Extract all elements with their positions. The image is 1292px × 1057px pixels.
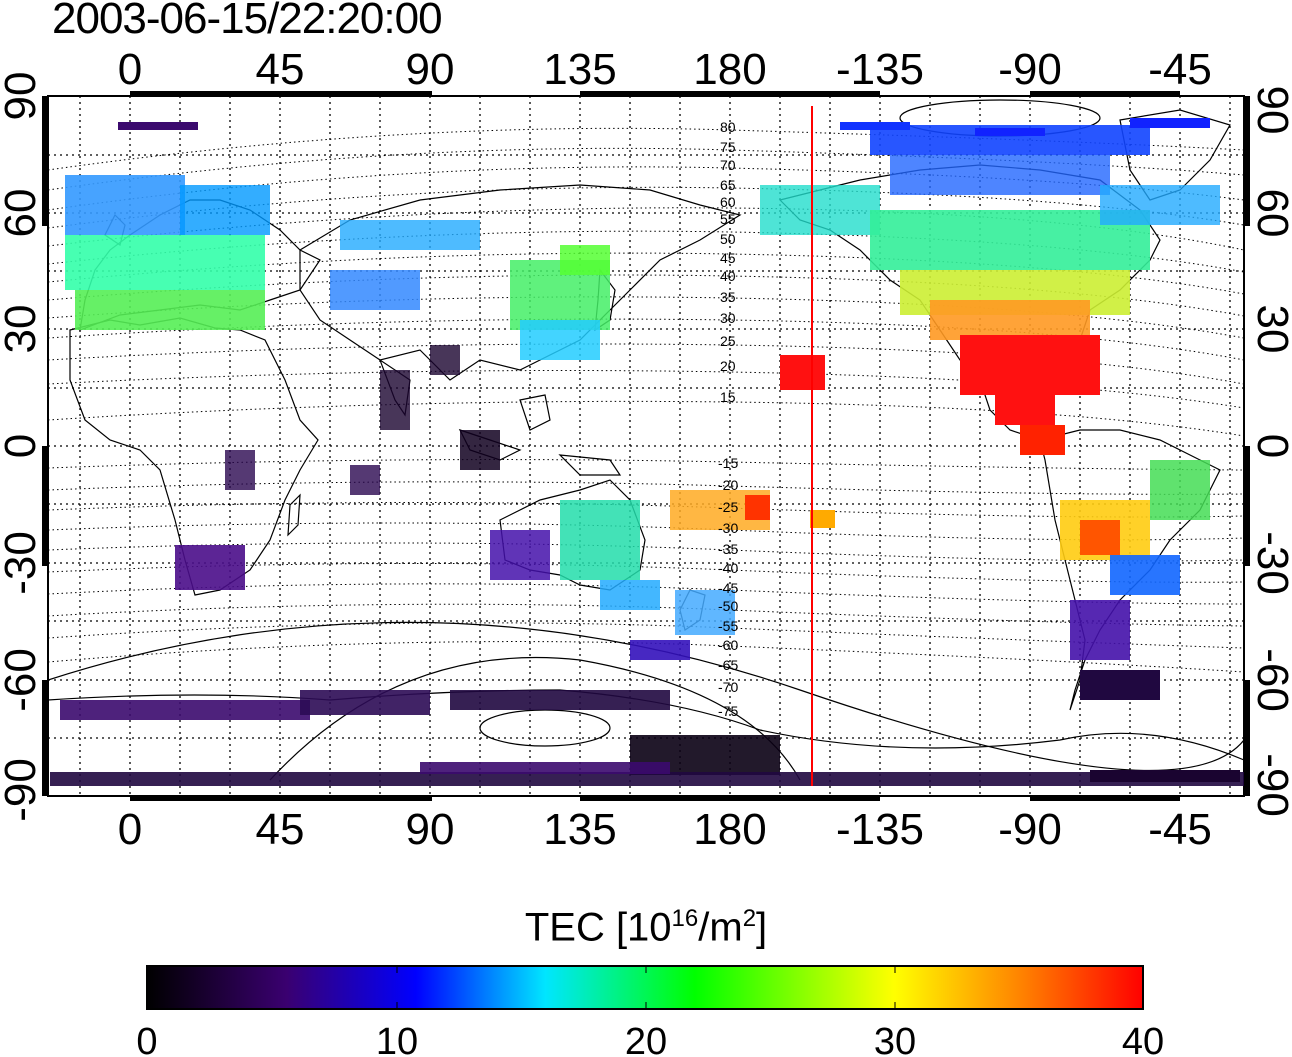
lat-tick-label: 30 — [1248, 305, 1292, 354]
lon-tick-label: -45 — [1148, 805, 1212, 854]
contour-labels-north: 80 75 70 65 60 55 50 45 40 35 30 25 20 1… — [720, 119, 736, 405]
contour-label: 80 — [720, 119, 736, 135]
lat-tick-label: 60 — [1248, 189, 1292, 238]
lon-tick-label: 90 — [406, 45, 455, 94]
contour-label: -15 — [718, 455, 738, 471]
lat-tick-label: 60 — [0, 189, 45, 238]
contour-label: 45 — [720, 250, 736, 266]
colorbar-tick-label: 10 — [376, 1021, 418, 1057]
lon-ticks-bottom: 0 45 90 135 180 -135 -90 -45 — [118, 805, 1212, 854]
lon-tick-label: 45 — [256, 45, 305, 94]
colorbar-title-prefix: TEC [10 — [524, 905, 672, 950]
lat-tick-label: 0 — [1248, 434, 1292, 458]
contour-label: 25 — [720, 333, 736, 349]
lat-tick-label: 0 — [0, 434, 45, 458]
contour-label: 70 — [720, 157, 736, 173]
lat-tick-label: -60 — [1248, 648, 1292, 712]
lat-tick-label: -90 — [0, 758, 45, 822]
contour-label: 35 — [720, 289, 736, 305]
contour-label: 30 — [720, 310, 736, 326]
lon-tick-label: 135 — [543, 805, 616, 854]
lat-tick-label: 30 — [0, 305, 45, 354]
axis-bars — [42, 91, 1250, 801]
lat-tick-label: -90 — [1248, 753, 1292, 817]
colorbar-title-unit: /m — [698, 905, 743, 950]
colorbar-title-unit-exponent: 2 — [742, 905, 757, 932]
lon-tick-label: 90 — [406, 805, 455, 854]
lat-tick-label: -60 — [0, 648, 45, 712]
contour-labels-south: -15 -20 -25 -30 -35 -40 -45 -50 -55 -60 … — [718, 455, 738, 719]
contour-label: -35 — [718, 541, 738, 557]
map-timestamp-title: 2003-06-15/22:20:00 — [52, 0, 443, 43]
colorbar-title: TEC [1016/m2] — [0, 905, 1292, 950]
colorbar-minor-ticks — [396, 966, 896, 1009]
lon-tick-label: 45 — [256, 805, 305, 854]
colorbar-tick-label: 20 — [625, 1021, 667, 1057]
contour-label: 40 — [720, 268, 736, 284]
lat-tick-label: 90 — [1248, 86, 1292, 135]
contour-label: -60 — [718, 637, 738, 653]
lon-tick-label: -135 — [836, 45, 924, 94]
lon-tick-label: 180 — [693, 805, 766, 854]
contour-label: -75 — [718, 703, 738, 719]
lat-ticks-left: 90 60 30 0 -30 -60 -90 — [0, 72, 45, 822]
lat-tick-label: 90 — [0, 72, 45, 121]
lon-ticks-top: 0 45 90 135 180 -135 -90 -45 — [118, 45, 1212, 94]
lon-tick-label: -135 — [836, 805, 924, 854]
lat-tick-label: -30 — [1248, 531, 1292, 595]
contour-label: -70 — [718, 679, 738, 695]
lat-tick-label: -30 — [0, 531, 45, 595]
lon-tick-label: -90 — [998, 805, 1062, 854]
colorbar-tick-label: 40 — [1122, 1021, 1164, 1057]
colorbar-tick-labels: 0 10 20 30 40 — [136, 1021, 1164, 1057]
lon-tick-label: -90 — [998, 45, 1062, 94]
contour-label: -65 — [718, 657, 738, 673]
contour-label: -20 — [718, 477, 738, 493]
contour-label: 55 — [720, 211, 736, 227]
tec-colorbar — [146, 965, 1144, 1010]
contour-label: 60 — [720, 194, 736, 210]
contour-label: -50 — [718, 598, 738, 614]
lon-tick-label: 180 — [693, 45, 766, 94]
lat-ticks-right: 90 60 30 0 -30 -60 -90 — [1248, 86, 1292, 817]
colorbar-title-exponent: 16 — [671, 905, 699, 932]
contour-label: -25 — [718, 499, 738, 515]
lon-tick-label: -45 — [1148, 45, 1212, 94]
contour-label: 20 — [720, 358, 736, 374]
contour-label: -30 — [718, 520, 738, 536]
contour-label: 65 — [720, 177, 736, 193]
contour-label: -45 — [718, 580, 738, 596]
contour-label: 15 — [720, 389, 736, 405]
contour-label: -40 — [718, 560, 738, 576]
lon-tick-label: 135 — [543, 45, 616, 94]
contour-label: 50 — [720, 231, 736, 247]
lon-tick-label: 0 — [118, 805, 142, 854]
lon-tick-label: 0 — [118, 45, 142, 94]
colorbar-tick-label: 0 — [136, 1021, 157, 1057]
colorbar-title-suffix: ] — [756, 905, 768, 950]
colorbar-tick-label: 30 — [874, 1021, 916, 1057]
contour-label: -55 — [718, 618, 738, 634]
tec-data-swaths — [50, 118, 1244, 786]
contour-label: 75 — [720, 139, 736, 155]
